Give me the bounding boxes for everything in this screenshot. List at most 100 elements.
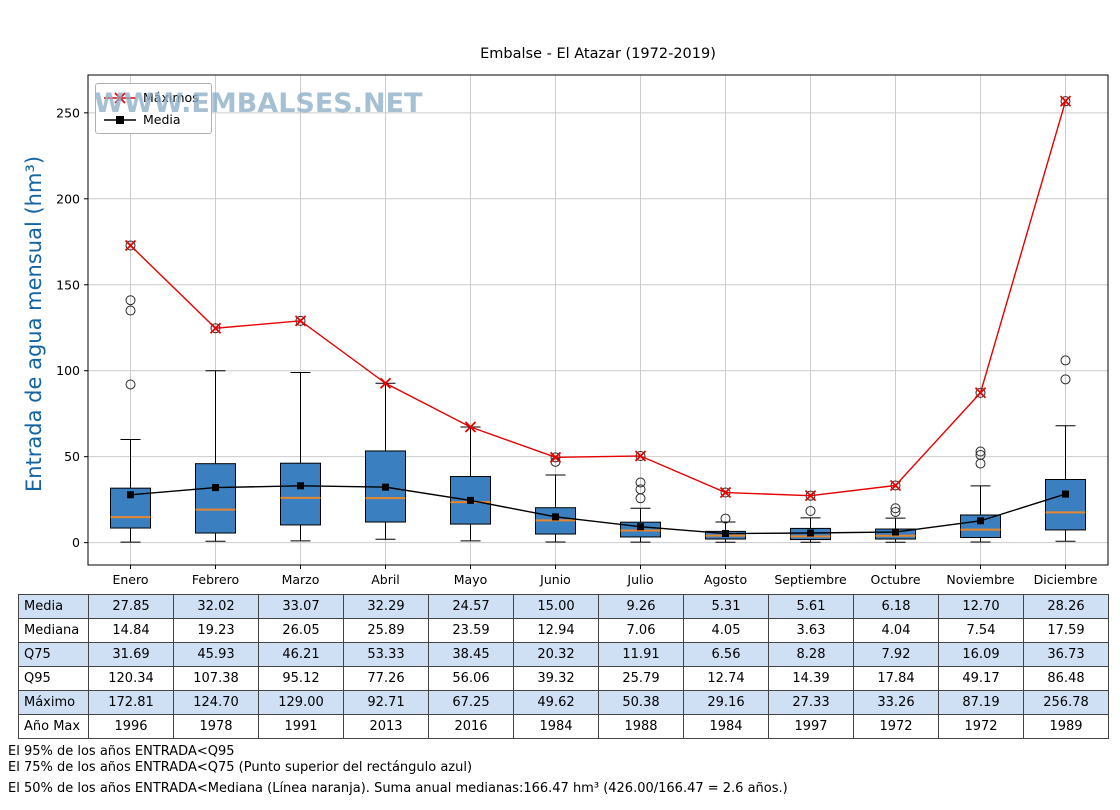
legend-label-media: Media	[143, 112, 181, 127]
table-cell: 38.45	[428, 642, 514, 667]
outlier-marker	[1060, 96, 1071, 107]
table-cell: 124.70	[173, 690, 259, 715]
table-cell: 49.62	[513, 690, 599, 715]
table-cell: 86.48	[1023, 666, 1109, 691]
footnote-3: El 50% de los años ENTRADA<Mediana (Líne…	[8, 781, 788, 796]
table-cell: 1984	[683, 714, 769, 739]
table-cell: 95.12	[258, 666, 344, 691]
table-row: Media 27.85 32.02 33.07 32.29 24.57 15.00 9.26 5…	[18, 594, 1109, 619]
outlier-marker	[975, 387, 986, 398]
table-cell: 17.59	[1023, 618, 1109, 643]
row-label: Año Max	[18, 714, 89, 739]
table-row: Máximo 172.81 124.70 129.00 92.71 67.25 49.62 5…	[18, 690, 1109, 715]
boxplot-noviembre	[960, 387, 1001, 543]
table-cell: 33.26	[853, 690, 939, 715]
x-tick-label: Diciembre	[1034, 572, 1098, 587]
outlier-marker	[635, 484, 646, 495]
table-cell: 53.33	[343, 642, 429, 667]
y-tick-label: 250	[56, 105, 80, 120]
table-cell: 6.18	[853, 594, 939, 619]
x-tick-label: Abril	[371, 572, 400, 587]
boxplot-chart: 0 50 100 150 200 250 Enero Febrero Marzo Abril May…	[56, 74, 1109, 587]
y-tick-label: 100	[56, 363, 80, 378]
table-cell: 172.81	[88, 690, 174, 715]
table-cell: 92.71	[343, 690, 429, 715]
table-cell: 11.91	[598, 642, 684, 667]
y-tick-label: 0	[72, 535, 80, 550]
outlier-marker	[635, 477, 646, 488]
table-cell: 56.06	[428, 666, 514, 691]
table-cell: 33.07	[258, 594, 344, 619]
table-cell: 25.89	[343, 618, 429, 643]
y-tick-label: 200	[56, 191, 80, 206]
table-cell: 1997	[768, 714, 854, 739]
iqr-box	[960, 514, 1001, 538]
table-cell: 16.09	[938, 642, 1024, 667]
table-cell: 1984	[513, 714, 599, 739]
media-line-icon	[104, 115, 136, 124]
y-axis-label: Entrada de agua mensual (hm³)	[22, 155, 46, 493]
outlier-marker	[1060, 374, 1071, 385]
table-row: Q95 120.34 107.38 95.12 77.26 56.06 39.32 25.79…	[18, 666, 1109, 691]
table-cell: 6.56	[683, 642, 769, 667]
table-cell: 5.61	[768, 594, 854, 619]
maximos-line-icon	[104, 91, 136, 104]
y-axis: 0 50 100 150 200 250	[56, 105, 88, 550]
table-cell: 3.63	[768, 618, 854, 643]
x-tick-label: Enero	[112, 572, 148, 587]
boxplot-marzo	[280, 315, 321, 542]
x-tick-label: Junio	[539, 572, 571, 587]
footnotes: El 95% de los años ENTRADA<Q95 El 75% de…	[8, 744, 788, 797]
outlier-marker	[890, 506, 901, 517]
table-cell: 1988	[598, 714, 684, 739]
row-label: Q75	[18, 642, 89, 667]
outlier-marker	[720, 513, 731, 524]
x-tick-label: Noviembre	[946, 572, 1015, 587]
iqr-box	[195, 463, 236, 534]
table-cell: 28.26	[1023, 594, 1109, 619]
x-tick-label: Marzo	[282, 572, 320, 587]
table-cell: 36.73	[1023, 642, 1109, 667]
chart-title: Embalse - El Atazar (1972-2019)	[480, 46, 716, 62]
outlier-marker	[1060, 355, 1071, 366]
table-row: Año Max 1996 1978 1991 2013 2016 1984 1988 1984 1…	[18, 714, 1109, 739]
table-cell: 32.29	[343, 594, 429, 619]
table-cell: 120.34	[88, 666, 174, 691]
x-tick-label: Octubre	[870, 572, 920, 587]
table-cell: 19.23	[173, 618, 259, 643]
stats-table: Media 27.85 32.02 33.07 32.29 24.57 15.00 9.26 5…	[18, 594, 1109, 739]
table-cell: 45.93	[173, 642, 259, 667]
boxplot-diciembre	[1045, 96, 1086, 542]
row-label: Máximo	[18, 690, 89, 715]
footnote-1: El 95% de los años ENTRADA<Q95	[8, 744, 235, 759]
table-cell: 49.17	[938, 666, 1024, 691]
table-cell: 46.21	[258, 642, 344, 667]
table-cell: 7.92	[853, 642, 939, 667]
table-cell: 1996	[88, 714, 174, 739]
table-cell: 67.25	[428, 690, 514, 715]
table-cell: 9.26	[598, 594, 684, 619]
table-cell: 4.04	[853, 618, 939, 643]
legend: Máximos Media	[95, 83, 212, 134]
legend-entry-maximos: Máximos	[103, 90, 199, 105]
table-cell: 17.84	[853, 666, 939, 691]
table-cell: 107.38	[173, 666, 259, 691]
table-cell: 1972	[938, 714, 1024, 739]
table-cell: 14.39	[768, 666, 854, 691]
watermark: WWW.EMBALSES.NET	[94, 88, 423, 119]
table-cell: 39.32	[513, 666, 599, 691]
outlier-marker	[975, 446, 986, 457]
table-cell: 2013	[343, 714, 429, 739]
legend-entry-media: Media	[103, 112, 199, 127]
x-tick-label: Mayo	[454, 572, 488, 587]
maximos-markers	[124, 95, 1072, 502]
media-markers	[127, 482, 1069, 538]
table-cell: 26.05	[258, 618, 344, 643]
iqr-box	[280, 462, 321, 526]
table-cell: 32.02	[173, 594, 259, 619]
boxplot-abril	[365, 382, 406, 540]
x-tick-label: Julio	[626, 572, 653, 587]
outlier-marker	[890, 503, 901, 514]
x-tick-label: Septiembre	[774, 572, 847, 587]
table-cell: 77.26	[343, 666, 429, 691]
